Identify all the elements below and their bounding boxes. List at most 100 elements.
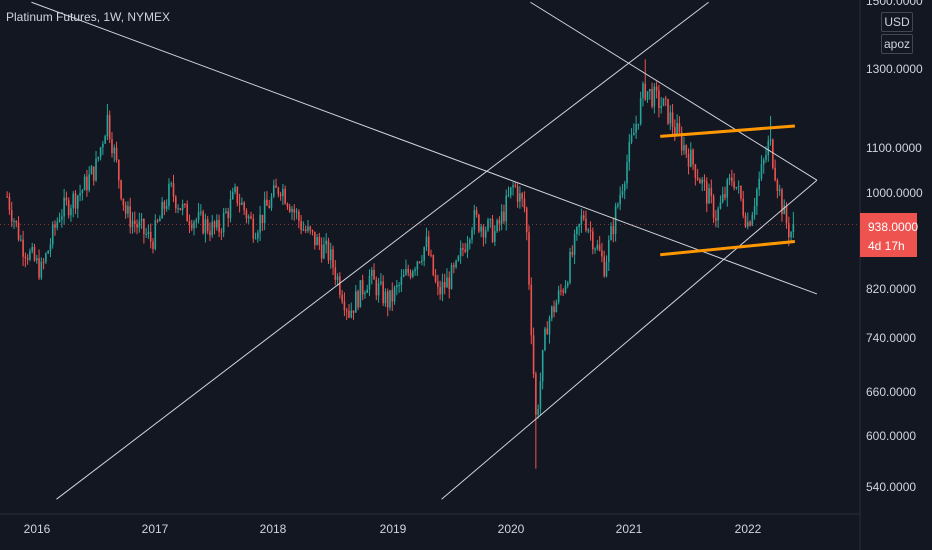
candle-body	[482, 226, 485, 238]
candle-body	[478, 214, 480, 232]
candle-body	[494, 231, 496, 242]
trend-line[interactable]	[530, 1, 818, 181]
channel-line[interactable]	[660, 124, 795, 138]
candle-body	[234, 186, 236, 192]
candle-body	[332, 249, 334, 268]
candle-body	[286, 203, 289, 207]
candle-body	[792, 224, 795, 233]
candle-body	[74, 193, 77, 209]
candle-body	[742, 198, 745, 216]
candle-body	[42, 261, 45, 263]
candle-body	[357, 291, 359, 308]
time-label: 2019	[379, 522, 407, 536]
currency-label[interactable]: USD	[881, 12, 913, 32]
candle-body	[279, 194, 282, 196]
trend-line[interactable]	[441, 179, 818, 500]
candle-body	[138, 221, 141, 228]
candle-body	[448, 277, 451, 290]
candle-body	[250, 216, 252, 219]
candle-body	[229, 198, 232, 219]
candle-body	[434, 275, 437, 282]
candle-body	[261, 214, 264, 223]
candle-body	[601, 250, 603, 257]
candle-body	[751, 214, 754, 226]
candle-body	[589, 229, 592, 232]
time-label: 2018	[259, 522, 287, 536]
candle-body	[592, 231, 594, 250]
candle-body	[10, 210, 13, 222]
candle-body	[266, 199, 268, 206]
candle-body	[765, 155, 767, 160]
candle-body	[480, 226, 482, 232]
candle-body	[63, 197, 65, 217]
candle-body	[300, 220, 302, 231]
candle-body	[516, 186, 519, 202]
candle-body	[694, 164, 697, 178]
candle-body	[425, 236, 428, 248]
candle-body	[717, 208, 719, 221]
candle-body	[573, 234, 576, 255]
candle-body	[630, 135, 633, 142]
candle-body	[411, 271, 414, 277]
candle-body	[555, 302, 558, 313]
candle-body	[576, 227, 578, 235]
candle-body	[781, 189, 783, 215]
candle-body	[336, 276, 339, 280]
candle-body	[496, 220, 498, 232]
candle-body	[108, 115, 111, 140]
candle-body	[530, 284, 533, 336]
price-label: 1300.0000	[866, 62, 923, 76]
candle-body	[767, 140, 770, 156]
candle-body	[168, 183, 170, 207]
candle-body	[231, 191, 234, 199]
candle-body	[491, 218, 494, 242]
candle-body	[257, 232, 259, 239]
candle-body	[113, 147, 116, 154]
trend-line[interactable]	[56, 1, 709, 500]
candle-body	[206, 219, 209, 232]
candle-body	[329, 249, 332, 261]
candle-body	[544, 328, 546, 351]
candle-body	[587, 229, 590, 231]
candle-body	[607, 240, 610, 262]
candle-body	[466, 243, 469, 252]
candle-body	[163, 201, 166, 209]
candle-body	[293, 209, 296, 213]
candle-body	[539, 381, 542, 410]
scale-mode-label[interactable]: apoz	[881, 34, 913, 54]
candle-body	[8, 196, 11, 211]
candle-body	[67, 200, 70, 216]
candle-body	[154, 220, 157, 249]
drawing-layer[interactable]	[31, 1, 818, 500]
candle-body	[396, 285, 398, 288]
last-price-tag: 938.0000 4d 17h	[860, 213, 918, 257]
candle-body	[58, 219, 61, 222]
candle-body	[628, 141, 631, 163]
candle-body	[302, 229, 305, 231]
candle-body	[642, 83, 644, 98]
candle-body	[674, 127, 676, 134]
candle-body	[421, 260, 423, 263]
candle-body	[368, 275, 371, 290]
channel-line[interactable]	[660, 239, 796, 257]
candle-body	[439, 286, 441, 295]
candle-body	[605, 261, 608, 277]
candle-body	[724, 194, 726, 198]
candle-body	[594, 248, 596, 250]
candle-body	[318, 237, 321, 245]
candle-body	[398, 284, 400, 286]
time-label: 2022	[734, 522, 762, 536]
candle-body	[614, 206, 617, 235]
candle-body	[106, 115, 109, 137]
candle-body	[159, 218, 161, 222]
candle-body	[391, 290, 394, 302]
candle-body	[749, 221, 751, 226]
trend-line[interactable]	[31, 1, 818, 295]
candle-body	[569, 252, 571, 283]
candle-body	[778, 189, 781, 191]
candle-body	[291, 209, 293, 212]
candle-body	[740, 185, 742, 199]
candle-body	[790, 232, 792, 238]
symbol-title[interactable]: Platinum Futures, 1W, NYMEX	[6, 10, 171, 24]
